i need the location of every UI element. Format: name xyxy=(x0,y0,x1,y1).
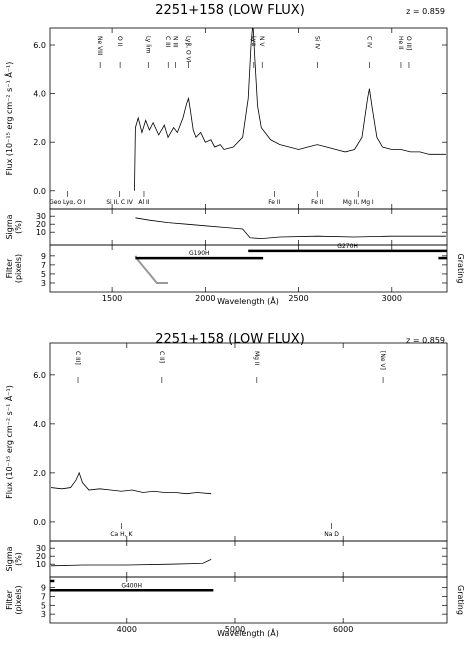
y-tick-label: 20 xyxy=(36,552,46,561)
line-label: N III xyxy=(171,36,178,48)
x-tick-label: 3000 xyxy=(382,294,402,303)
y-axis-label: (pixels) xyxy=(14,585,23,614)
y-tick-label: 30 xyxy=(36,212,46,221)
ism-label: Fe II xyxy=(311,199,323,206)
ism-label: Mg II, Mg I xyxy=(343,199,374,206)
flux-line xyxy=(51,471,212,495)
plot-frame xyxy=(49,576,448,624)
line-label: O III] xyxy=(405,36,412,50)
grating-name: G400H xyxy=(121,582,142,589)
plot-frame xyxy=(49,208,448,246)
grating-axis-label: Grating xyxy=(456,585,465,615)
x-tick-label: 5000 xyxy=(225,625,245,634)
y-tick-label: 2.0 xyxy=(33,138,46,147)
plot-frame xyxy=(49,27,448,210)
y-tick-label: 9 xyxy=(41,252,46,261)
y-tick-label: 3 xyxy=(41,279,46,288)
line-label: C II] xyxy=(158,351,165,363)
y-tick-label: 6.0 xyxy=(33,41,46,50)
sigma-line xyxy=(135,217,446,240)
line-label: Mg II xyxy=(253,351,260,366)
y-tick-label: 5 xyxy=(41,270,46,279)
line-label: Si IV xyxy=(314,36,321,50)
y-tick-label: 6.0 xyxy=(33,371,46,380)
line-label: N V xyxy=(258,36,265,47)
y-tick-label: 9 xyxy=(41,584,46,593)
y-tick-label: 3 xyxy=(41,610,46,619)
ism-label: Ca H, K xyxy=(110,531,133,538)
line-label: C IV xyxy=(365,36,372,49)
grating-name: G270H xyxy=(337,243,358,250)
y-tick-label: 0.0 xyxy=(33,518,46,527)
flux-line xyxy=(134,28,446,191)
y-axis-label: Sigma xyxy=(5,214,14,239)
chart-title: 2251+158 (LOW FLUX) xyxy=(155,332,305,347)
line-label: Ly lim xyxy=(144,36,151,54)
x-tick-label: 4000 xyxy=(117,625,137,634)
y-tick-label: 10 xyxy=(36,560,46,569)
y-axis-label: (pixels) xyxy=(14,254,23,283)
line-label: Lyα xyxy=(250,36,257,46)
grating-name: G190H xyxy=(189,250,210,257)
plot-frame xyxy=(49,540,448,578)
y-axis-label: Flux (10⁻¹⁵ erg cm⁻² s⁻¹ Å⁻¹) xyxy=(3,385,14,499)
ism-label: Geo Lyα, O I xyxy=(49,199,86,206)
line-label: Ne VIII xyxy=(96,36,103,56)
x-axis-label: Wavelength (Å) xyxy=(217,627,279,638)
redshift: z = 0.859 xyxy=(406,7,445,16)
filter-line xyxy=(134,255,169,284)
y-tick-label: 4.0 xyxy=(33,420,46,429)
ism-label: Si II, C IV xyxy=(106,199,134,206)
y-axis-label: (%) xyxy=(14,552,23,566)
y-tick-label: 2.0 xyxy=(33,469,46,478)
grating-axis-label: Grating xyxy=(456,254,465,284)
line-label: C III xyxy=(164,36,171,48)
plot-frame xyxy=(49,342,448,542)
x-axis-label: Wavelength (Å) xyxy=(217,295,279,306)
y-tick-label: 7 xyxy=(41,592,46,601)
y-axis-label: Sigma xyxy=(5,546,14,571)
x-tick-label: 2500 xyxy=(288,294,308,303)
x-tick-label: 6000 xyxy=(333,625,353,634)
line-label: C III] xyxy=(74,351,81,365)
y-tick-label: 7 xyxy=(41,261,46,270)
line-label: [Ne V] xyxy=(379,351,386,370)
ism-label: Al II xyxy=(138,199,149,206)
ism-label: Na D xyxy=(324,531,339,538)
y-tick-label: 0.0 xyxy=(33,187,46,196)
y-tick-label: 5 xyxy=(41,601,46,610)
ism-label: Fe II xyxy=(268,199,280,206)
line-label: O II xyxy=(116,36,123,46)
line-label: He II xyxy=(397,36,404,50)
x-tick-label: 2000 xyxy=(195,294,215,303)
y-tick-label: 10 xyxy=(36,228,46,237)
y-axis-label: (%) xyxy=(14,220,23,234)
redshift: z = 0.859 xyxy=(406,336,445,345)
y-axis-label: Filter xyxy=(5,258,14,279)
y-axis-label: Flux (10⁻¹⁵ erg cm⁻² s⁻¹ Å⁻¹) xyxy=(3,62,14,176)
chart-title: 2251+158 (LOW FLUX) xyxy=(155,3,305,18)
x-tick-label: 1500 xyxy=(102,294,122,303)
line-label: Lyβ, O VI xyxy=(184,36,191,63)
sigma-line xyxy=(51,559,212,567)
y-tick-label: 4.0 xyxy=(33,90,46,99)
plot-frame xyxy=(49,244,448,293)
y-tick-label: 20 xyxy=(36,220,46,229)
y-axis-label: Filter xyxy=(5,589,14,610)
y-tick-label: 30 xyxy=(36,544,46,553)
